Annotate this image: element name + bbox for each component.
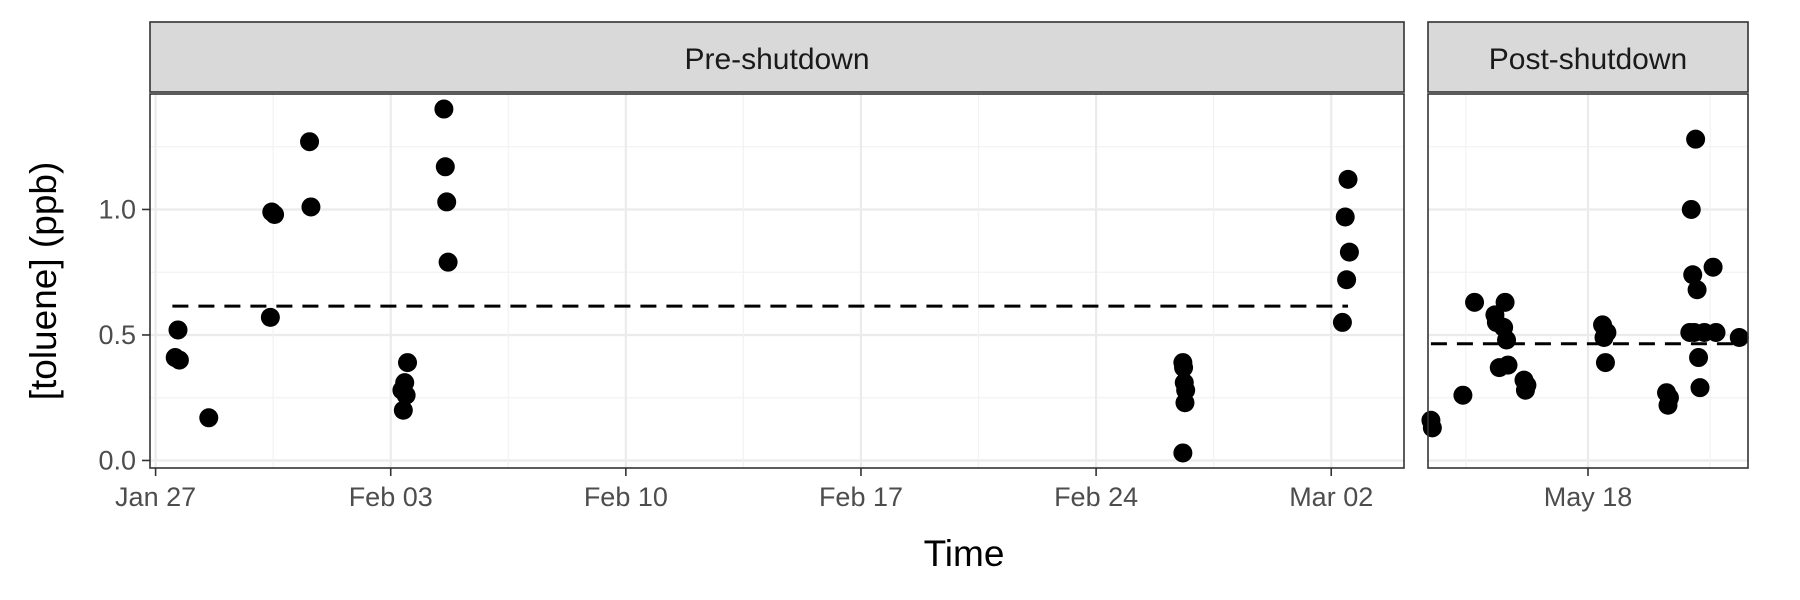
x-axis-pre-shutdown: Jan 27 Feb 03 Feb 10 Feb 17 Feb 24 Mar 02 [115,468,1373,512]
y-axis-title: [toluene] (ppb) [23,162,64,401]
data-point [168,320,188,340]
facet-pre-shutdown: Pre-shutdown Jan 27 Feb 03 Feb 10 Feb 17 Feb… [115,21,1405,512]
x-tick-label: Feb 24 [1054,482,1138,512]
x-axis-post-shutdown: May 18 [1544,468,1633,512]
data-point [1422,418,1442,438]
data-point [1453,385,1473,405]
y-tick-label: 0.5 [98,320,136,350]
data-point [1681,199,1701,219]
data-point [1332,312,1352,332]
x-tick-label: Mar 02 [1289,482,1373,512]
data-point [1174,358,1194,378]
data-point [1498,355,1518,375]
data-point [1517,375,1537,395]
points-post-shutdown [1421,129,1749,438]
y-tick-label: 1.0 [98,194,136,224]
data-point [1175,393,1195,413]
data-point [435,157,455,177]
data-point [1338,169,1358,189]
data-point [437,192,457,212]
x-tick-label: Feb 17 [819,482,903,512]
facet-strip-post-shutdown [1427,21,1749,93]
data-point [1689,348,1709,368]
data-point [169,350,189,370]
data-point [1335,207,1355,227]
data-point [1497,330,1517,350]
x-tick-label: Jan 27 [115,482,196,512]
facet-strip-label-post-shutdown: Post-shutdown [1489,43,1687,76]
x-tick-label: Feb 03 [349,482,433,512]
data-point [1686,129,1706,149]
grid-pre-shutdown [150,94,1404,468]
data-point [300,132,320,152]
data-point [1683,265,1703,285]
data-point [1173,443,1193,463]
data-point [1729,327,1749,347]
data-point [1595,353,1615,373]
y-tick-label: 0.0 [98,445,136,475]
y-axis: 0.0 0.5 1.0 [98,194,150,475]
data-point [393,400,413,420]
points-pre-shutdown [165,99,1359,463]
data-point [1339,242,1359,262]
data-point [398,353,418,373]
data-point [265,204,285,224]
data-point [1495,292,1515,312]
data-point [438,252,458,272]
facet-post-shutdown: Post-shutdown May 18 [1421,21,1749,512]
data-point [1597,322,1617,342]
data-point [1687,280,1707,300]
data-point [301,197,321,217]
x-tick-label: May 18 [1544,482,1633,512]
data-point [1706,322,1726,342]
data-point [396,385,416,405]
data-point [199,408,219,428]
panel-border-pre-shutdown [149,93,1405,469]
facet-strip-label-pre-shutdown: Pre-shutdown [684,43,869,76]
data-point [1703,257,1723,277]
facet-strip-pre-shutdown [149,21,1405,93]
data-point [1337,270,1357,290]
data-point [1690,378,1710,398]
data-point [434,99,454,119]
data-point [1465,292,1485,312]
data-point [260,307,280,327]
x-axis-title: Time [924,533,1005,574]
data-point [1659,388,1679,408]
x-tick-label: Feb 10 [584,482,668,512]
